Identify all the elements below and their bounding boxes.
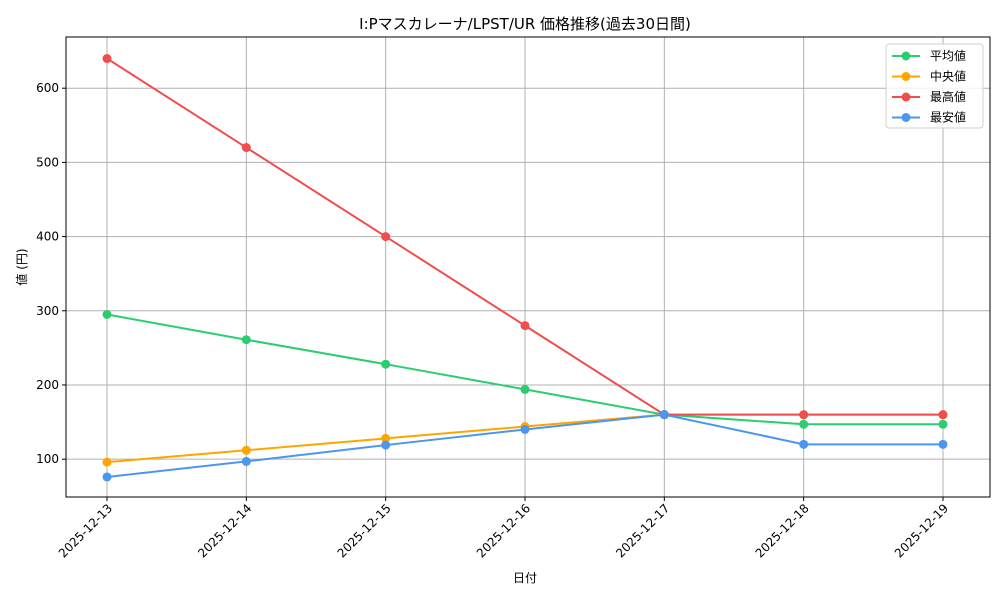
legend-item: 平均値 xyxy=(892,48,966,63)
data-point xyxy=(799,439,809,449)
data-point xyxy=(381,359,391,369)
data-point xyxy=(520,424,530,434)
x-tick-label: 2025-12-19 xyxy=(892,501,951,560)
data-point xyxy=(381,232,391,242)
data-point xyxy=(381,440,391,450)
legend-label: 中央値 xyxy=(930,69,966,84)
legend-label: 最高値 xyxy=(930,89,966,104)
y-tick-label: 300 xyxy=(36,304,59,318)
data-point xyxy=(241,143,251,153)
data-point xyxy=(799,419,809,429)
legend-marker-icon xyxy=(901,92,911,102)
grid-lines xyxy=(66,37,990,497)
legend-box xyxy=(885,43,984,129)
x-tick-label: 2025-12-14 xyxy=(195,501,254,560)
chart-title: I:Pマスカレーナ/LPST/UR 価格推移(過去30日間) xyxy=(359,15,691,33)
data-series xyxy=(102,54,948,482)
data-point xyxy=(102,457,112,467)
legend-item: 最高値 xyxy=(892,89,966,104)
x-tick-label: 2025-12-13 xyxy=(56,501,115,560)
x-axis: 2025-12-13 2025-12-14 2025-12-15 2025-12-16… xyxy=(56,497,951,560)
legend-marker-icon xyxy=(901,72,911,81)
y-axis-label: 値 (円) xyxy=(14,248,29,285)
data-point xyxy=(659,410,669,420)
data-point xyxy=(241,456,251,466)
y-axis: 100 200 300 400 500 600 xyxy=(36,81,66,466)
x-tick-label: 2025-12-16 xyxy=(474,501,533,560)
legend-label: 最安値 xyxy=(930,110,966,125)
data-point xyxy=(241,335,251,345)
data-point xyxy=(102,309,112,319)
data-point xyxy=(241,445,251,455)
data-point xyxy=(938,419,948,429)
x-axis-label: 日付 xyxy=(513,571,537,585)
legend-marker-icon xyxy=(901,51,911,61)
legend-marker-icon xyxy=(901,113,911,122)
data-point xyxy=(799,410,809,420)
y-tick-label: 600 xyxy=(36,81,59,95)
plot-area-frame xyxy=(65,36,991,498)
data-point xyxy=(938,439,948,449)
legend-item: 中央値 xyxy=(892,69,966,84)
data-point xyxy=(520,321,530,331)
data-point xyxy=(381,433,391,443)
data-point xyxy=(102,54,112,64)
y-tick-label: 200 xyxy=(36,378,59,392)
y-tick-label: 100 xyxy=(36,452,59,466)
data-point xyxy=(938,410,948,420)
x-tick-label: 2025-12-17 xyxy=(613,501,672,560)
x-tick-label: 2025-12-18 xyxy=(753,501,812,560)
series-line xyxy=(102,410,948,482)
y-tick-label: 500 xyxy=(36,155,59,169)
x-tick-label: 2025-12-15 xyxy=(335,501,394,560)
data-point xyxy=(102,472,112,482)
y-tick-label: 400 xyxy=(36,230,59,244)
legend-item: 最安値 xyxy=(892,110,966,125)
data-point xyxy=(520,384,530,394)
legend-label: 平均値 xyxy=(930,48,966,63)
